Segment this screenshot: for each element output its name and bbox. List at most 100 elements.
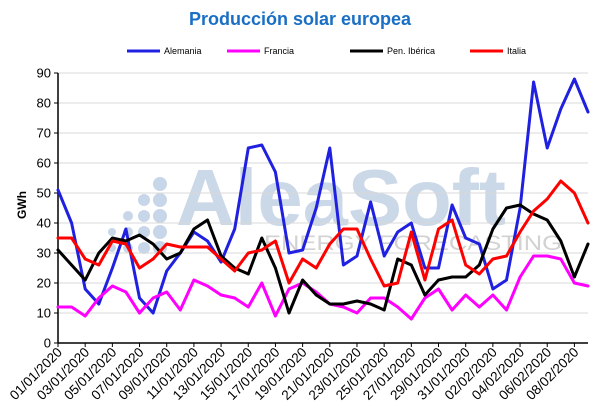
data-point-italia bbox=[206, 245, 209, 249]
watermark-dot bbox=[153, 209, 167, 223]
data-point-francia bbox=[491, 293, 495, 297]
data-point-alemania bbox=[301, 248, 304, 252]
data-point-alemania bbox=[274, 170, 277, 174]
data-point-alemania bbox=[532, 80, 535, 84]
data-point-pen-iberica bbox=[287, 311, 291, 315]
data-point-pen-iberica bbox=[559, 239, 563, 243]
data-point-italia bbox=[97, 263, 101, 267]
data-point-italia bbox=[464, 263, 468, 267]
data-point-alemania bbox=[206, 239, 209, 243]
series-italia bbox=[56, 179, 590, 288]
data-point-francia bbox=[355, 311, 359, 315]
legend-label-pen-iberica: Pen. Ibérica bbox=[387, 46, 435, 56]
y-axis-title: GWh bbox=[15, 191, 29, 219]
data-point-alemania bbox=[478, 242, 481, 246]
data-point-italia bbox=[314, 266, 318, 270]
data-point-francia bbox=[97, 296, 101, 300]
data-point-francia bbox=[287, 287, 291, 291]
data-point-francia bbox=[124, 290, 128, 294]
watermark-dot bbox=[123, 211, 133, 221]
data-point-italia bbox=[301, 257, 304, 261]
data-point-italia bbox=[219, 257, 223, 261]
data-point-italia bbox=[545, 197, 549, 201]
y-tick-label: 50 bbox=[37, 186, 51, 201]
data-point-alemania bbox=[505, 278, 508, 282]
legend-label-alemania: Alemania bbox=[164, 46, 202, 56]
data-point-italia bbox=[355, 227, 359, 231]
data-point-pen-iberica bbox=[437, 278, 440, 282]
data-point-pen-iberica bbox=[586, 242, 590, 246]
data-point-italia bbox=[124, 242, 128, 246]
data-point-francia bbox=[382, 296, 386, 300]
data-point-francia bbox=[247, 305, 250, 309]
watermark-dot bbox=[153, 241, 167, 255]
y-tick-label: 30 bbox=[37, 246, 51, 261]
data-point-italia bbox=[111, 239, 114, 243]
data-point-pen-iberica bbox=[518, 203, 522, 207]
data-point-alemania bbox=[573, 77, 576, 81]
data-point-pen-iberica bbox=[450, 275, 454, 279]
data-point-francia bbox=[396, 305, 400, 309]
data-point-francia bbox=[369, 296, 372, 300]
data-point-francia bbox=[450, 308, 454, 312]
y-tick-label: 90 bbox=[37, 66, 51, 81]
data-point-italia bbox=[491, 257, 495, 261]
data-point-italia bbox=[423, 278, 427, 282]
data-point-pen-iberica bbox=[355, 299, 359, 303]
data-point-alemania bbox=[464, 236, 468, 240]
data-point-alemania bbox=[138, 296, 141, 300]
data-point-pen-iberica bbox=[165, 257, 168, 261]
data-point-alemania bbox=[124, 227, 128, 231]
data-point-italia bbox=[410, 230, 413, 234]
data-point-pen-iberica bbox=[247, 272, 250, 276]
chart-title: Producción solar europea bbox=[189, 9, 412, 29]
data-point-alemania bbox=[382, 254, 386, 258]
data-point-italia bbox=[586, 221, 590, 225]
data-point-francia bbox=[138, 311, 141, 315]
data-point-francia bbox=[165, 290, 168, 294]
data-point-pen-iberica bbox=[56, 248, 60, 252]
data-point-alemania bbox=[111, 266, 114, 270]
data-point-francia bbox=[151, 296, 155, 300]
data-point-pen-iberica bbox=[342, 302, 345, 306]
series-lines bbox=[56, 77, 590, 321]
data-point-alemania bbox=[437, 266, 440, 270]
data-point-alemania bbox=[369, 200, 372, 204]
data-point-pen-iberica bbox=[124, 239, 128, 243]
data-point-italia bbox=[518, 230, 522, 234]
data-point-italia bbox=[450, 218, 454, 222]
watermark-dot bbox=[138, 242, 150, 254]
data-point-alemania bbox=[396, 230, 400, 234]
y-tick-label: 10 bbox=[37, 306, 51, 321]
data-point-alemania bbox=[151, 311, 155, 315]
data-point-francia bbox=[192, 278, 196, 282]
data-point-pen-iberica bbox=[505, 206, 508, 210]
data-point-pen-iberica bbox=[396, 257, 400, 261]
data-point-italia bbox=[478, 272, 481, 276]
legend-item-alemania: Alemania bbox=[127, 46, 202, 56]
data-point-pen-iberica bbox=[179, 251, 182, 255]
data-point-alemania bbox=[260, 143, 264, 147]
data-point-alemania bbox=[559, 107, 563, 111]
y-tick-label: 20 bbox=[37, 276, 51, 291]
data-point-italia bbox=[56, 236, 60, 240]
data-point-alemania bbox=[70, 221, 73, 225]
data-point-alemania bbox=[545, 146, 549, 150]
data-point-francia bbox=[111, 284, 114, 288]
data-point-alemania bbox=[83, 287, 87, 291]
data-point-italia bbox=[287, 281, 291, 285]
data-point-italia bbox=[83, 257, 87, 261]
data-point-pen-iberica bbox=[545, 218, 549, 222]
data-point-pen-iberica bbox=[70, 263, 73, 267]
data-point-pen-iberica bbox=[573, 275, 576, 279]
data-point-francia bbox=[206, 284, 209, 288]
data-point-italia bbox=[532, 209, 535, 213]
data-point-alemania bbox=[410, 221, 413, 225]
data-point-pen-iberica bbox=[260, 236, 264, 240]
data-point-italia bbox=[382, 284, 386, 288]
legend-item-francia: Francia bbox=[227, 46, 294, 56]
data-point-francia bbox=[260, 281, 264, 285]
data-point-pen-iberica bbox=[410, 263, 413, 267]
data-point-francia bbox=[274, 314, 277, 318]
